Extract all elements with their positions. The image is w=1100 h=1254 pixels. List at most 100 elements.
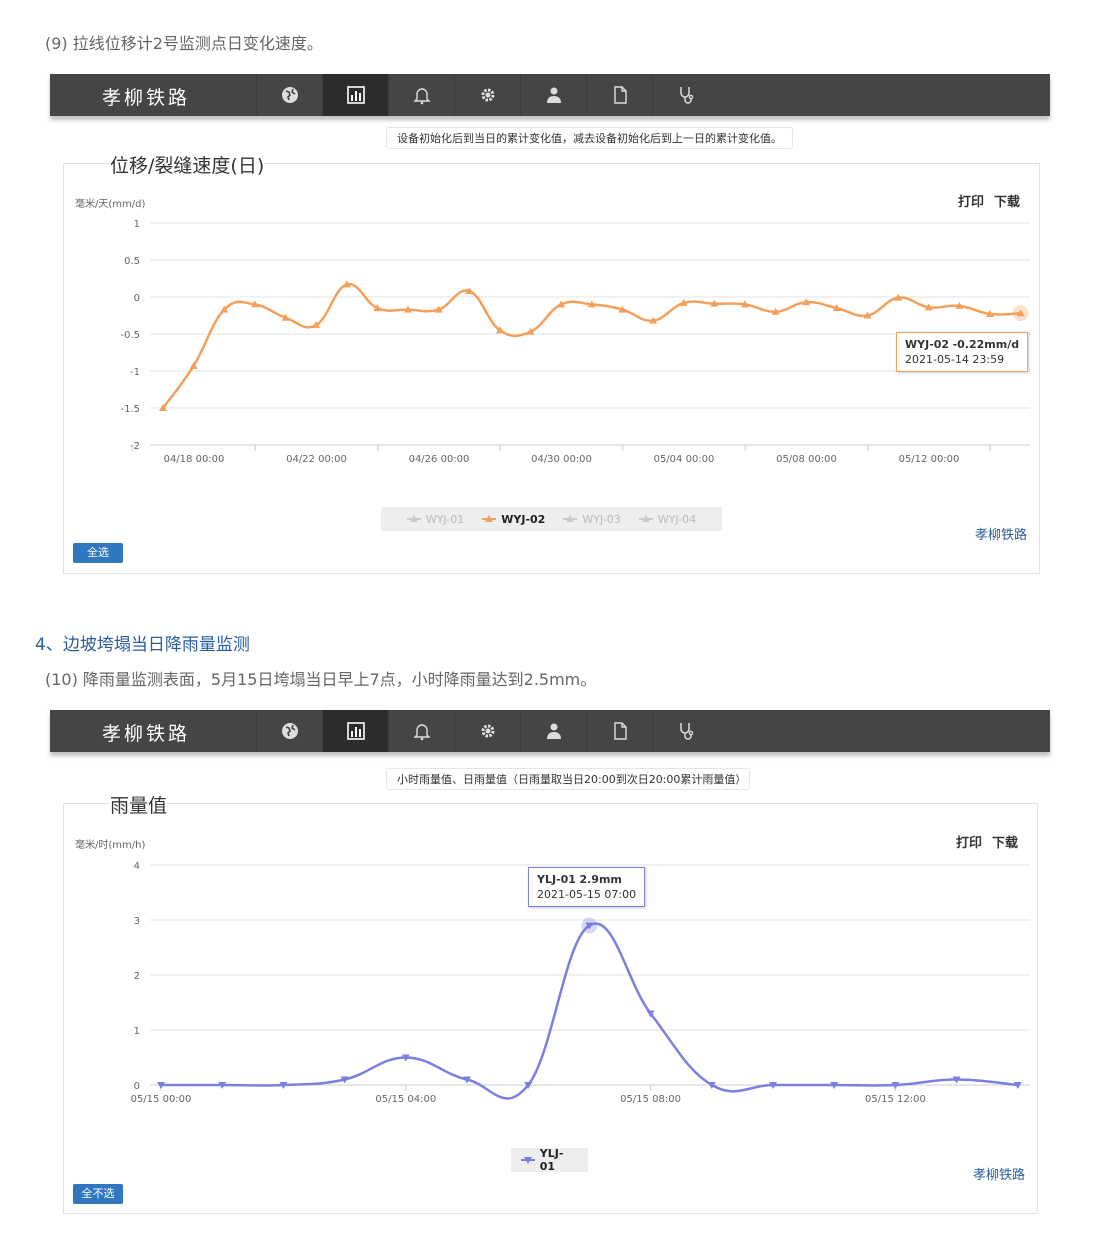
user-icon xyxy=(547,87,561,103)
file-icon xyxy=(614,722,627,740)
nav-globe[interactable] xyxy=(256,74,323,116)
x-tick-label: 04/26 00:00 xyxy=(409,454,470,465)
data-point[interactable] xyxy=(373,304,382,312)
legend-item[interactable]: YLJ-01 xyxy=(521,1147,578,1173)
legend-label: WYJ-02 xyxy=(501,512,546,526)
data-point[interactable] xyxy=(649,316,658,324)
card-title: 位移/裂缝速度(日) xyxy=(110,151,265,178)
displacement-rate-chart: 1 0.5 0 -0.5 -1 -1.5 -2 04/18 00:00 04/22 00:00 0… xyxy=(120,219,1030,465)
download-button[interactable]: 下载 xyxy=(994,195,1021,210)
data-point[interactable] xyxy=(679,298,688,306)
data-point[interactable] xyxy=(220,305,229,313)
data-point[interactable] xyxy=(802,298,811,306)
nav-gear[interactable] xyxy=(454,710,521,752)
legend-item[interactable]: WYJ-04 xyxy=(638,512,697,526)
globe-icon xyxy=(282,723,298,739)
data-point[interactable] xyxy=(1013,1082,1022,1089)
y-tick-label: 1 xyxy=(134,1026,140,1037)
data-point[interactable] xyxy=(401,1054,410,1062)
download-button[interactable]: 下载 xyxy=(992,836,1019,851)
data-point[interactable] xyxy=(157,1082,165,1089)
data-point[interactable] xyxy=(646,1010,655,1018)
nav-bell[interactable] xyxy=(388,74,455,116)
data-point[interactable] xyxy=(891,1082,900,1089)
print-button[interactable]: 打印 xyxy=(956,836,983,851)
data-point[interactable] xyxy=(1016,309,1025,317)
data-point[interactable] xyxy=(830,1082,839,1089)
data-point[interactable] xyxy=(832,304,841,312)
data-point[interactable] xyxy=(769,1082,777,1089)
data-point[interactable] xyxy=(863,311,872,319)
data-point[interactable] xyxy=(340,1076,349,1084)
data-point[interactable] xyxy=(557,300,566,308)
nav-user[interactable] xyxy=(520,74,587,116)
data-point[interactable] xyxy=(495,326,504,334)
nav-stethoscope[interactable] xyxy=(652,74,719,116)
footer-link[interactable]: 孝柳铁路 xyxy=(973,1168,1026,1183)
nav-gear[interactable] xyxy=(454,74,521,116)
data-point[interactable] xyxy=(159,404,167,411)
data-point[interactable] xyxy=(894,293,903,301)
navbar: 孝柳铁路 xyxy=(50,74,1050,116)
data-point[interactable] xyxy=(312,321,321,329)
data-point[interactable] xyxy=(707,1082,716,1089)
data-point[interactable] xyxy=(952,1076,961,1084)
legend-marker-icon xyxy=(406,515,421,522)
data-point[interactable] xyxy=(524,1082,533,1089)
y-tick-label: -1.5 xyxy=(120,404,140,415)
data-point[interactable] xyxy=(463,1076,471,1084)
caption-9: (9) 拉线位移计2号监测点日变化速度。 xyxy=(45,34,323,53)
data-point[interactable] xyxy=(404,305,413,313)
deselect-all-button[interactable]: 全不选 xyxy=(73,1184,123,1204)
nav-file[interactable] xyxy=(586,710,653,752)
data-point[interactable] xyxy=(281,313,290,321)
legend-item[interactable]: WYJ-03 xyxy=(563,513,621,526)
gear-icon xyxy=(481,88,495,102)
legend-label: WYJ-04 xyxy=(657,512,697,526)
nav-stethoscope[interactable] xyxy=(652,710,719,752)
data-point[interactable] xyxy=(526,327,535,335)
nav-bar-chart[interactable] xyxy=(322,710,389,752)
legend-item[interactable]: WYJ-02 xyxy=(482,513,545,526)
data-point[interactable] xyxy=(771,307,780,315)
x-tick-label: 05/15 12:00 xyxy=(865,1094,926,1105)
data-point[interactable] xyxy=(465,287,474,295)
data-point[interactable] xyxy=(986,310,995,318)
nav-bar-chart[interactable] xyxy=(322,74,389,116)
data-point[interactable] xyxy=(434,305,443,313)
data-point[interactable] xyxy=(342,280,351,288)
bell-icon xyxy=(413,88,431,105)
y-tick-label: 0.5 xyxy=(124,256,140,267)
data-point[interactable] xyxy=(955,301,964,309)
tooltip-value: -0.22mm/d xyxy=(952,338,1020,351)
stethoscope-icon xyxy=(680,87,694,104)
stethoscope-icon xyxy=(680,723,694,740)
data-point[interactable] xyxy=(585,922,594,930)
data-point[interactable] xyxy=(710,299,719,307)
select-all-button[interactable]: 全选 xyxy=(73,543,123,563)
series-line-YLJ-01 xyxy=(161,922,1018,1100)
x-tick-label: 05/15 00:00 xyxy=(131,1094,192,1105)
legend-item[interactable]: WYJ-01 xyxy=(406,513,464,526)
hover-highlight xyxy=(1012,305,1029,322)
data-point[interactable] xyxy=(279,1082,288,1089)
data-point[interactable] xyxy=(740,300,749,308)
nav-user[interactable] xyxy=(520,710,587,752)
file-icon xyxy=(614,86,627,104)
nav-file[interactable] xyxy=(586,74,653,116)
data-point[interactable] xyxy=(618,305,627,313)
data-point[interactable] xyxy=(189,361,198,369)
chart-note: 小时雨量值、日雨量值（日雨量取当日20:00到次日20:00累计雨量值） xyxy=(386,768,750,790)
legend-marker-icon xyxy=(482,515,497,522)
data-point[interactable] xyxy=(924,303,933,311)
nav-globe[interactable] xyxy=(256,710,323,752)
globe-icon xyxy=(282,87,298,103)
footer-link[interactable]: 孝柳铁路 xyxy=(975,528,1028,543)
print-button[interactable]: 打印 xyxy=(958,195,985,210)
user-icon xyxy=(547,723,561,739)
chart-note: 设备初始化后到当日的累计变化值，减去设备初始化后到上一日的累计变化值。 xyxy=(386,127,793,149)
data-point[interactable] xyxy=(587,300,596,308)
nav-bell[interactable] xyxy=(388,710,455,752)
data-point[interactable] xyxy=(218,1082,227,1089)
data-point[interactable] xyxy=(250,300,259,308)
